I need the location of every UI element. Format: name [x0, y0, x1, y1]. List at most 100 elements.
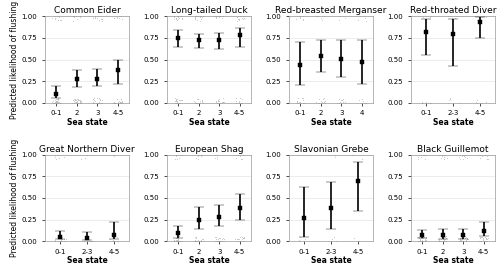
Point — [175, 101, 183, 105]
Point — [114, 98, 122, 103]
X-axis label: Sea state: Sea state — [310, 118, 352, 127]
Point — [212, 237, 220, 241]
Point — [358, 96, 366, 101]
Point — [362, 14, 370, 18]
Point — [177, 98, 185, 102]
Point — [320, 99, 328, 103]
Point — [68, 101, 76, 105]
Point — [438, 237, 446, 241]
Point — [299, 96, 307, 100]
Point — [218, 14, 226, 18]
Point — [482, 234, 490, 239]
Point — [295, 14, 303, 18]
Point — [237, 14, 245, 18]
Point — [330, 153, 338, 157]
Point — [52, 101, 60, 105]
Point — [414, 155, 422, 159]
Point — [217, 239, 225, 243]
Title: Red-throated Diver: Red-throated Diver — [410, 7, 496, 15]
Point — [234, 16, 242, 21]
Point — [446, 14, 454, 18]
Point — [422, 235, 430, 239]
Point — [96, 97, 104, 101]
Point — [60, 237, 68, 241]
Point — [457, 235, 465, 240]
Point — [438, 235, 446, 239]
Point — [299, 153, 307, 157]
Point — [56, 101, 64, 105]
Point — [170, 99, 178, 104]
Point — [233, 153, 241, 157]
Point — [436, 153, 444, 157]
Point — [76, 100, 84, 104]
Point — [172, 99, 180, 103]
Point — [110, 101, 118, 105]
Point — [76, 14, 84, 18]
Point — [236, 17, 244, 21]
Point — [172, 157, 180, 162]
Point — [359, 99, 367, 104]
Point — [70, 97, 78, 102]
Point — [74, 96, 82, 101]
Point — [174, 101, 182, 105]
Point — [172, 101, 180, 105]
Point — [420, 153, 428, 157]
Point — [197, 238, 205, 243]
Point — [211, 153, 219, 157]
Point — [89, 101, 97, 105]
Point — [292, 100, 300, 104]
Point — [216, 239, 224, 243]
X-axis label: Sea state: Sea state — [188, 256, 230, 265]
Point — [340, 14, 347, 18]
Point — [319, 101, 327, 105]
Point — [76, 101, 84, 105]
Point — [216, 236, 224, 240]
Point — [56, 17, 64, 22]
Point — [416, 14, 424, 18]
Point — [98, 101, 106, 105]
Point — [56, 101, 64, 105]
Point — [421, 238, 429, 243]
Point — [52, 100, 60, 104]
Y-axis label: Predicted likelihood of flushing: Predicted likelihood of flushing — [10, 0, 19, 119]
Point — [172, 239, 180, 243]
Point — [216, 97, 224, 102]
Point — [172, 15, 180, 20]
Point — [442, 156, 450, 160]
Point — [52, 14, 60, 18]
Point — [70, 14, 78, 18]
Point — [48, 15, 56, 20]
Point — [436, 239, 444, 243]
Point — [171, 239, 179, 243]
Point — [473, 14, 481, 18]
Point — [238, 97, 246, 101]
Point — [234, 14, 242, 18]
Point — [214, 101, 222, 105]
Point — [50, 15, 58, 20]
Point — [178, 14, 186, 18]
Point — [194, 101, 202, 105]
Point — [476, 239, 484, 243]
Point — [54, 98, 62, 102]
Point — [196, 153, 203, 157]
Point — [234, 237, 242, 241]
Point — [414, 239, 422, 243]
Point — [176, 234, 184, 238]
Point — [198, 239, 205, 243]
Point — [237, 14, 245, 18]
Point — [96, 98, 104, 102]
Point — [77, 100, 85, 104]
Point — [58, 239, 66, 243]
Point — [191, 239, 199, 243]
Point — [212, 154, 220, 159]
Point — [190, 14, 198, 18]
Point — [479, 237, 487, 242]
Point — [51, 155, 59, 159]
Point — [298, 14, 306, 18]
X-axis label: Sea state: Sea state — [432, 118, 474, 127]
Point — [476, 239, 484, 243]
Point — [362, 101, 370, 105]
Point — [170, 15, 178, 19]
Point — [198, 99, 206, 103]
Point — [196, 15, 204, 20]
